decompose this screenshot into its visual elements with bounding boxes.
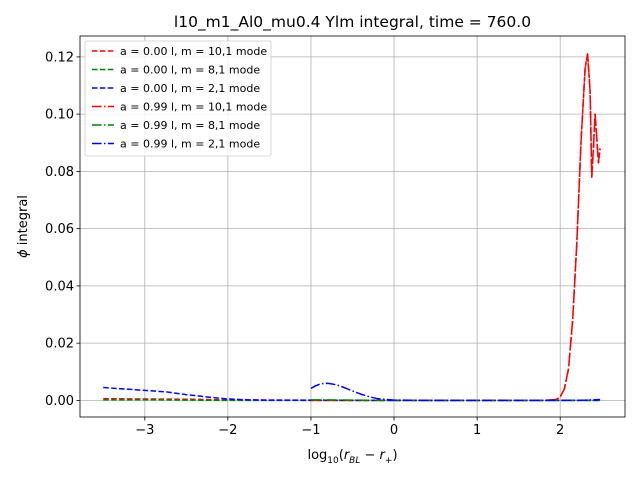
legend-box [84,40,272,157]
y-tick-label: 0.06 [45,222,74,237]
x-tick-label: −2 [218,423,237,438]
x-tick-label: −3 [135,423,154,438]
y-tick-label: 0.10 [45,108,74,123]
y-tick-label: 0.00 [45,394,74,409]
plot-frame [79,35,626,418]
series-line-6 [310,382,601,402]
x-tick-label: 0 [390,423,398,438]
grid [80,36,625,417]
legend: a = 0.00 l, m = 10,1 mode a = 0.00 l, m =… [84,40,272,157]
x-tick-label: 2 [556,423,564,438]
chart-title: l10_m1_Al0_mu0.4 Ylm integral, time = 76… [174,13,531,32]
x-tick-label: 1 [473,423,481,438]
y-tick-label: 0.04 [45,279,74,294]
legend-entry-4: a = 0.99 l, m = 10,1 mode [120,101,267,114]
ticks: −3 −2 −1 0 1 2 0.00 0.02 0.04 0.06 0.08 0.10 0.12 [45,50,564,438]
legend-entry-5: a = 0.99 l, m = 8,1 mode [120,119,260,132]
legend-entry-2: a = 0.00 l, m = 8,1 mode [120,64,260,77]
y-tick-label: 0.12 [45,50,74,65]
y-axis-label: ϕ integral [16,195,31,258]
series-layer [103,53,601,402]
legend-entry-3: a = 0.00 l, m = 2,1 mode [120,82,260,95]
legend-entry-1: a = 0.00 l, m = 10,1 mode [120,45,267,58]
y-tick-label: 0.02 [45,337,74,352]
legend-entry-6: a = 0.99 l, m = 2,1 mode [120,138,260,151]
y-tick-label: 0.08 [45,165,74,180]
x-tick-label: −1 [301,423,320,438]
